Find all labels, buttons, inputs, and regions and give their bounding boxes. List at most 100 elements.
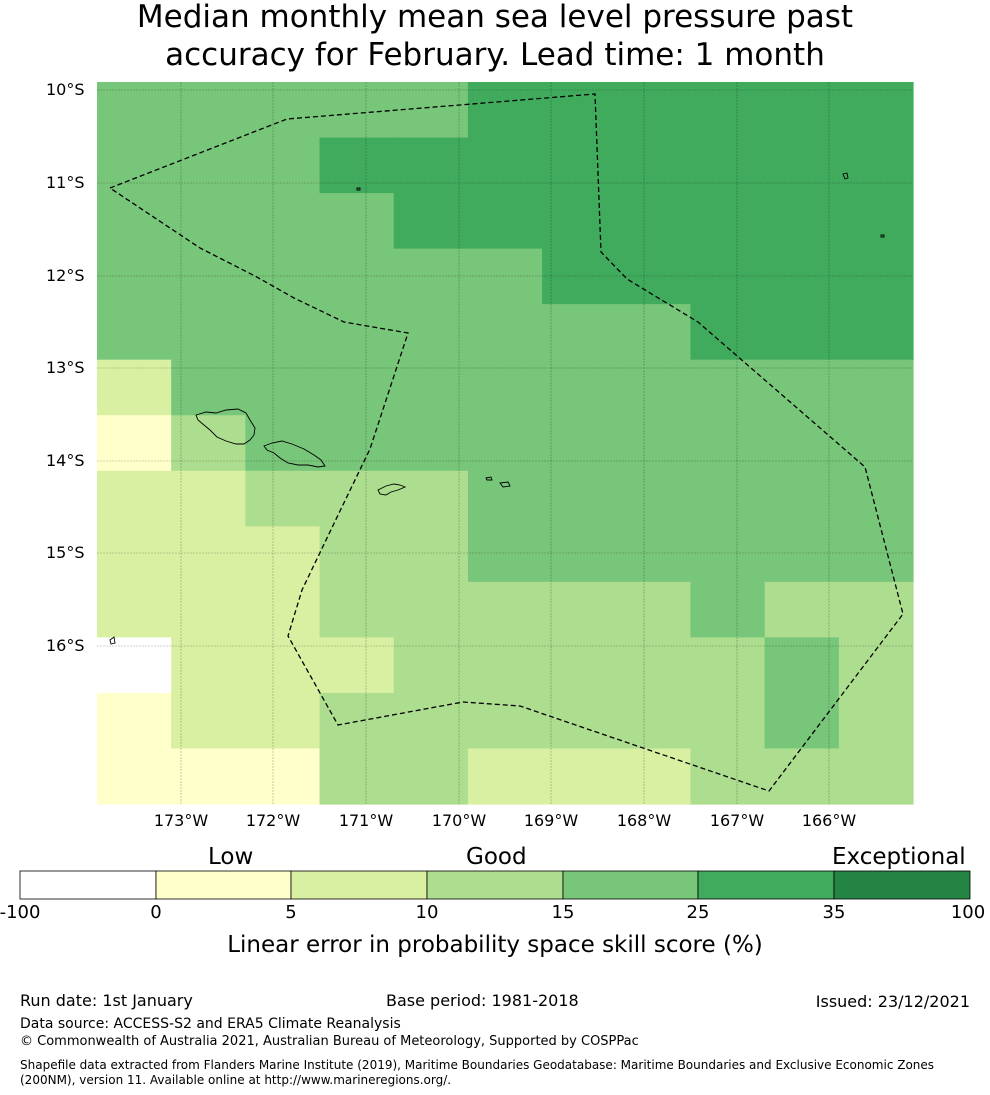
skill-cell (764, 415, 840, 472)
colorbar-tick: 0 (150, 902, 162, 923)
skill-cell (171, 526, 246, 583)
skill-cell (764, 470, 840, 527)
skill-cell (467, 748, 543, 805)
skill-cell (97, 248, 172, 305)
skill-cell (764, 304, 840, 361)
island-ofu (485, 476, 493, 481)
skill-cell (97, 137, 172, 194)
skill-cell (616, 248, 692, 305)
skill-cell (467, 637, 543, 694)
skill-cell (245, 526, 321, 583)
skill-cell (616, 137, 692, 194)
skill-cell (467, 359, 543, 416)
skill-cell (838, 304, 914, 361)
skill-cell (467, 415, 543, 472)
skill-cell (764, 137, 840, 194)
skill-cell (838, 692, 914, 750)
skill-cell (542, 248, 617, 305)
colorbar-segment (562, 870, 699, 900)
skill-cell (764, 637, 840, 694)
skill-cell (542, 470, 617, 527)
skill-cell (393, 359, 469, 416)
skill-cell (542, 748, 617, 805)
skill-cell (616, 637, 692, 694)
skill-cell (245, 82, 321, 139)
skill-cell (838, 193, 914, 250)
colorbar-segment (426, 870, 564, 900)
skill-cell (171, 248, 246, 305)
skill-cell (245, 581, 321, 638)
skill-cell (764, 359, 840, 416)
skill-cell (542, 415, 617, 472)
skill-cell (616, 581, 692, 638)
skill-cell (467, 526, 543, 583)
skill-cell (467, 248, 543, 305)
skill-cell (542, 692, 617, 750)
skill-cell (97, 748, 172, 805)
skill-cell (319, 470, 395, 527)
island-savaii (195, 408, 256, 445)
map-title: Median monthly mean sea level pressure p… (0, 0, 990, 74)
eez-boundaries (109, 93, 904, 792)
run-date: Run date: 1st January (20, 991, 193, 1010)
island-nukunonu (880, 234, 885, 238)
skill-cell (171, 359, 246, 416)
skill-cell (171, 581, 246, 638)
skill-cell (245, 359, 321, 416)
skill-cell (542, 82, 617, 139)
island-upolu (263, 440, 326, 468)
skill-cell (542, 637, 617, 694)
skill-cell (838, 748, 914, 805)
skill-cell (245, 193, 321, 250)
skill-cell (319, 359, 395, 416)
category-label-low: Low (208, 844, 254, 870)
lat-label: 15°S (46, 543, 85, 562)
skill-cell (319, 526, 395, 583)
colorbar-tick: 35 (822, 902, 846, 923)
skill-cell (319, 248, 395, 305)
skill-cell (542, 581, 617, 638)
colorbar-tick: 15 (551, 902, 575, 923)
map-title-line-1: Median monthly mean sea level pressure p… (136, 0, 854, 35)
skill-cell (542, 137, 617, 194)
graticule (97, 82, 913, 804)
skill-cell (97, 692, 172, 750)
category-label-good: Good (466, 844, 527, 870)
skill-cell (616, 526, 692, 583)
skill-cell (616, 470, 692, 527)
skill-cell (838, 526, 914, 583)
colorbar-tick: 100 (950, 902, 986, 923)
colorbar-segment (290, 870, 428, 900)
skill-cell (97, 82, 172, 139)
skill-cell (838, 248, 914, 305)
lat-label: 16°S (46, 636, 85, 655)
shapefile-credit-line-2: (200NM), version 11. Available online at… (20, 1073, 452, 1087)
skill-cell (393, 637, 469, 694)
skill-cell (319, 304, 395, 361)
skill-cell (319, 137, 395, 194)
skill-cell (690, 137, 766, 194)
skill-cell (616, 692, 692, 750)
skill-cell (542, 304, 617, 361)
island-tau (499, 481, 511, 488)
skill-cell (393, 415, 469, 472)
lat-label: 11°S (46, 173, 85, 192)
skill-cell (245, 692, 321, 750)
map-title-line-2: accuracy for February. Lead time: 1 mont… (165, 37, 825, 73)
skill-grid (97, 82, 914, 805)
lon-label: 172°W (245, 811, 301, 830)
skill-cell (245, 748, 321, 805)
skill-cell (690, 692, 766, 750)
skill-cell (616, 748, 692, 805)
skill-cell (690, 581, 766, 638)
skill-cell (690, 248, 766, 305)
samoa-eez-boundary (109, 93, 904, 792)
skill-cell (690, 82, 766, 139)
lon-label: 169°W (523, 811, 579, 830)
skill-cell (245, 470, 321, 527)
skill-cell (690, 470, 766, 527)
colorbar-segment (155, 870, 292, 900)
skill-cell (171, 470, 246, 527)
islands (109, 172, 885, 645)
